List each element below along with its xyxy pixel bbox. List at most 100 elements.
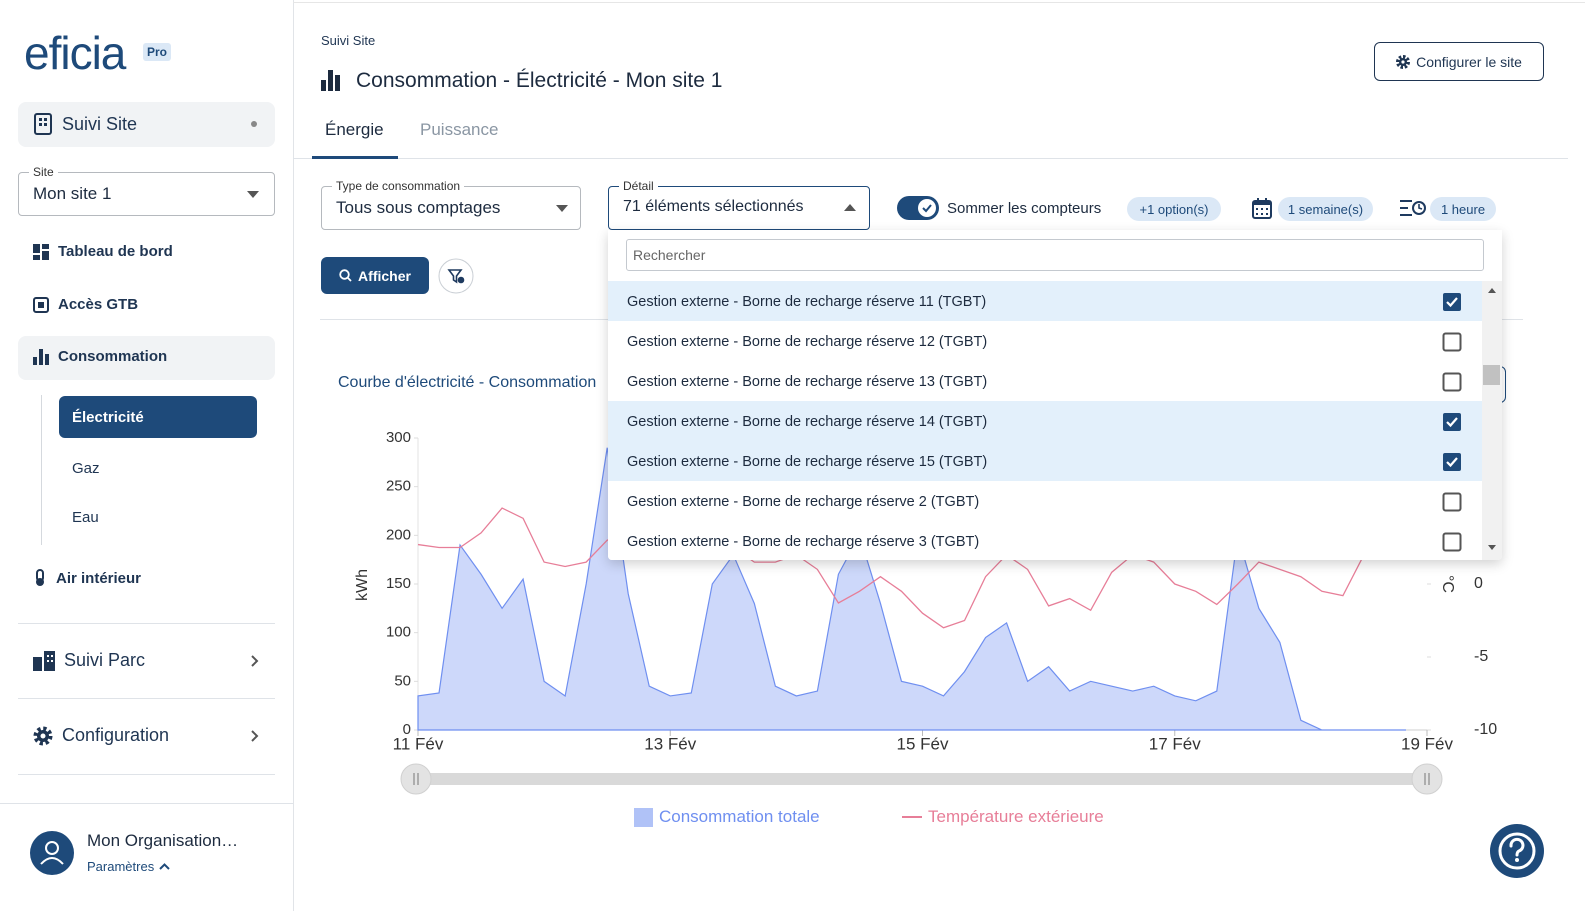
line [417,507,1365,629]
sub-nav-active[interactable]: Électricité [59,396,257,438]
chevron [251,655,259,667]
gear-icon [33,726,53,745]
area [417,447,1406,731]
option-label: Gestion externe - Borne de recharge rése… [627,493,980,510]
calendar-icon [1252,198,1272,219]
sum-toggle[interactable] [897,196,939,220]
avatar[interactable] [30,831,74,875]
x-tick-label: 11 Fév [393,734,444,753]
building-icon [34,113,52,135]
sub-nav-item[interactable]: Eau [72,509,99,526]
type-label: Type de consommation [332,179,465,193]
sidebar: eficia Pro Suivi Site Site Mon site 1 Ta… [0,0,294,911]
option-row[interactable]: Gestion externe - Borne de recharge rése… [608,321,1482,362]
nav-item[interactable]: Consommation [33,348,167,365]
legend-label: Température extérieure [928,807,1104,826]
status-dot [251,121,257,127]
nav-item[interactable]: Accès GTB [33,296,138,313]
y-tick-label: 250 [386,478,411,495]
option-row[interactable]: Gestion externe - Borne de recharge rése… [608,481,1482,522]
checkbox-box [1442,332,1462,351]
y-tick-label: 100 [386,624,411,641]
slider-handle[interactable] [400,763,432,795]
caret-up [844,204,856,211]
legend-label: Consommation totale [659,807,820,826]
show-button[interactable]: Afficher [321,257,429,294]
group-item[interactable]: Configuration [33,725,169,746]
y2-tick-label: -10 [1474,721,1497,738]
scrollbar[interactable] [1482,281,1502,560]
gtb-icon [33,296,49,313]
scroll-thumb[interactable] [1483,365,1500,385]
nav-active-bg [18,336,275,380]
search-input[interactable]: Rechercher [626,239,1484,271]
option-row[interactable]: Gestion externe - Borne de recharge rése… [608,281,1482,322]
y-tick-label: 150 [386,575,411,592]
option-row[interactable]: Gestion externe - Borne de recharge rése… [608,401,1482,442]
site-label: Site [29,165,58,179]
help-icon-dot [1515,858,1519,862]
option-row[interactable]: Gestion externe - Borne de recharge rése… [608,361,1482,402]
scroll-down[interactable] [1488,545,1496,550]
checkbox[interactable] [1442,452,1462,472]
site-select[interactable]: Site Mon site 1 [18,165,275,216]
checkbox-box [1443,452,1461,471]
detail-select[interactable]: Détail 71 éléments sélectionnés [608,179,870,230]
sub-nav-line [41,395,42,545]
legend-swatch [634,807,653,827]
tab-active[interactable]: Énergie [325,120,384,139]
range-slider[interactable] [400,763,1443,795]
checkbox-box [1442,372,1462,391]
scroll-up[interactable] [1488,288,1496,293]
x-tick-label: 19 Fév [1401,734,1453,753]
x-tick-label: 13 Fév [644,734,696,753]
option-row[interactable]: Gestion externe - Borne de recharge rése… [608,441,1482,482]
checkbox[interactable] [1442,492,1462,512]
user-link[interactable]: Paramètres [87,859,170,874]
detail-label: Détail [619,179,658,193]
breadcrumb[interactable]: Suivi Site [321,33,376,48]
section-card[interactable]: Suivi Site [18,102,275,147]
nav-label: Consommation [58,348,168,365]
y-axis-label: kWh [354,569,371,601]
search-placeholder: Rechercher [633,247,706,263]
step-chip[interactable]: 1 heure [1430,197,1496,221]
option-label: Gestion externe - Borne de recharge rése… [627,333,988,350]
legend-item[interactable]: Température extérieure [902,807,1104,827]
filter-button[interactable] [438,258,474,294]
option-label: Gestion externe - Borne de recharge rése… [627,453,988,470]
options-chip[interactable]: +1 option(s) [1127,197,1221,221]
chevron-up [159,863,170,870]
legend-item[interactable]: Consommation totale [634,807,820,827]
dashboard-icon [33,243,49,260]
y2-axis-label: °C [1439,575,1456,593]
checkbox[interactable] [1442,332,1462,352]
checkbox[interactable] [1442,412,1462,432]
sub-nav-item[interactable]: Gaz [72,460,100,477]
gear-icon [1396,54,1411,69]
type-value: Tous sous comptages [336,198,501,217]
group-item[interactable]: Suivi Parc [33,650,145,671]
type-select[interactable]: Type de consommation Tous sous comptages [321,179,581,230]
help-icon [1509,837,1525,857]
nav-item[interactable]: Air intérieur [33,569,141,587]
configure-label: Configurer le site [1416,53,1522,70]
search-icon [339,269,352,282]
checkbox-box [1443,412,1461,431]
tab[interactable]: Puissance [420,120,499,139]
checkbox[interactable] [1442,292,1462,312]
nav-item[interactable]: Tableau de bord [33,243,173,260]
caret [556,205,568,212]
y-tick-label: 200 [386,526,411,543]
period-chip[interactable]: 1 semaine(s) [1278,197,1373,221]
option-row[interactable]: Gestion externe - Borne de recharge rése… [608,521,1482,560]
slider-handle[interactable] [1411,763,1443,795]
help-button[interactable] [1490,824,1544,878]
step-icon [1400,200,1426,216]
configure-button[interactable]: Configurer le site [1374,42,1544,81]
logo: eficia [24,27,126,79]
y-tick-label: 0 [403,721,411,738]
checkbox[interactable] [1442,372,1462,392]
checkbox[interactable] [1442,532,1462,552]
separator [18,623,275,624]
